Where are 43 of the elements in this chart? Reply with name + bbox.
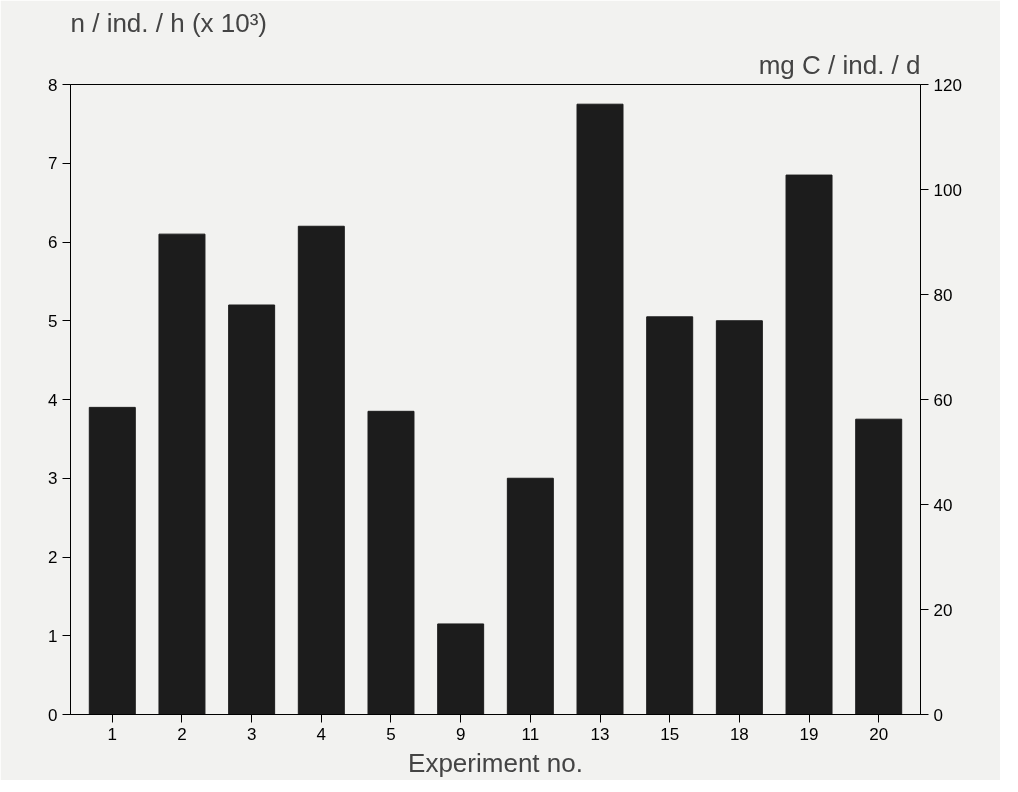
y-tick-label: 7 — [48, 154, 58, 174]
bar — [715, 320, 763, 715]
y2-tick-label: 80 — [933, 285, 953, 305]
y-tick-label: 2 — [48, 548, 58, 567]
x-tick-label: 9 — [455, 724, 466, 744]
y-axis-title: n / ind. / h (x 10³) — [70, 7, 268, 38]
x-tick-label: 4 — [316, 724, 327, 744]
bar — [297, 225, 345, 715]
y-tick-label: 8 — [48, 75, 58, 95]
bar — [506, 477, 554, 715]
y-tick-label: 6 — [48, 233, 58, 252]
bar — [367, 410, 415, 715]
y-tick-label: 4 — [48, 390, 58, 410]
x-tick-label: 20 — [869, 724, 889, 744]
y2-tick-label: 20 — [933, 600, 953, 620]
bar — [576, 103, 624, 715]
y2-tick-label: 60 — [933, 390, 953, 410]
y2-tick-label: 100 — [933, 180, 962, 200]
x-axis-title: Experiment no. — [408, 747, 583, 778]
x-tick-label: 5 — [386, 724, 396, 744]
x-tick-label: 18 — [729, 724, 749, 744]
x-tick-label: 11 — [521, 724, 540, 744]
bar — [437, 623, 485, 715]
x-tick-label: 2 — [177, 724, 187, 744]
bar — [646, 316, 694, 715]
y-tick-label: 0 — [48, 705, 58, 725]
y-tick-label: 5 — [48, 311, 58, 331]
bar — [228, 304, 276, 715]
x-tick-label: 3 — [246, 724, 257, 744]
bar — [88, 406, 136, 715]
bar — [855, 418, 903, 715]
x-tick-label: 19 — [799, 724, 819, 744]
x-tick-label: 13 — [590, 724, 610, 744]
x-tick-label: 15 — [660, 724, 680, 744]
y2-tick-label: 120 — [933, 75, 962, 95]
y2-axis-title: mg C / ind. / d — [758, 49, 921, 80]
y2-tick-label: 40 — [933, 495, 953, 515]
bar — [158, 233, 206, 715]
y-tick-label: 3 — [48, 469, 58, 489]
bar — [785, 174, 833, 715]
x-tick-label: 1 — [107, 724, 118, 744]
y-tick-label: 1 — [48, 626, 58, 646]
y2-tick-label: 0 — [933, 705, 943, 725]
